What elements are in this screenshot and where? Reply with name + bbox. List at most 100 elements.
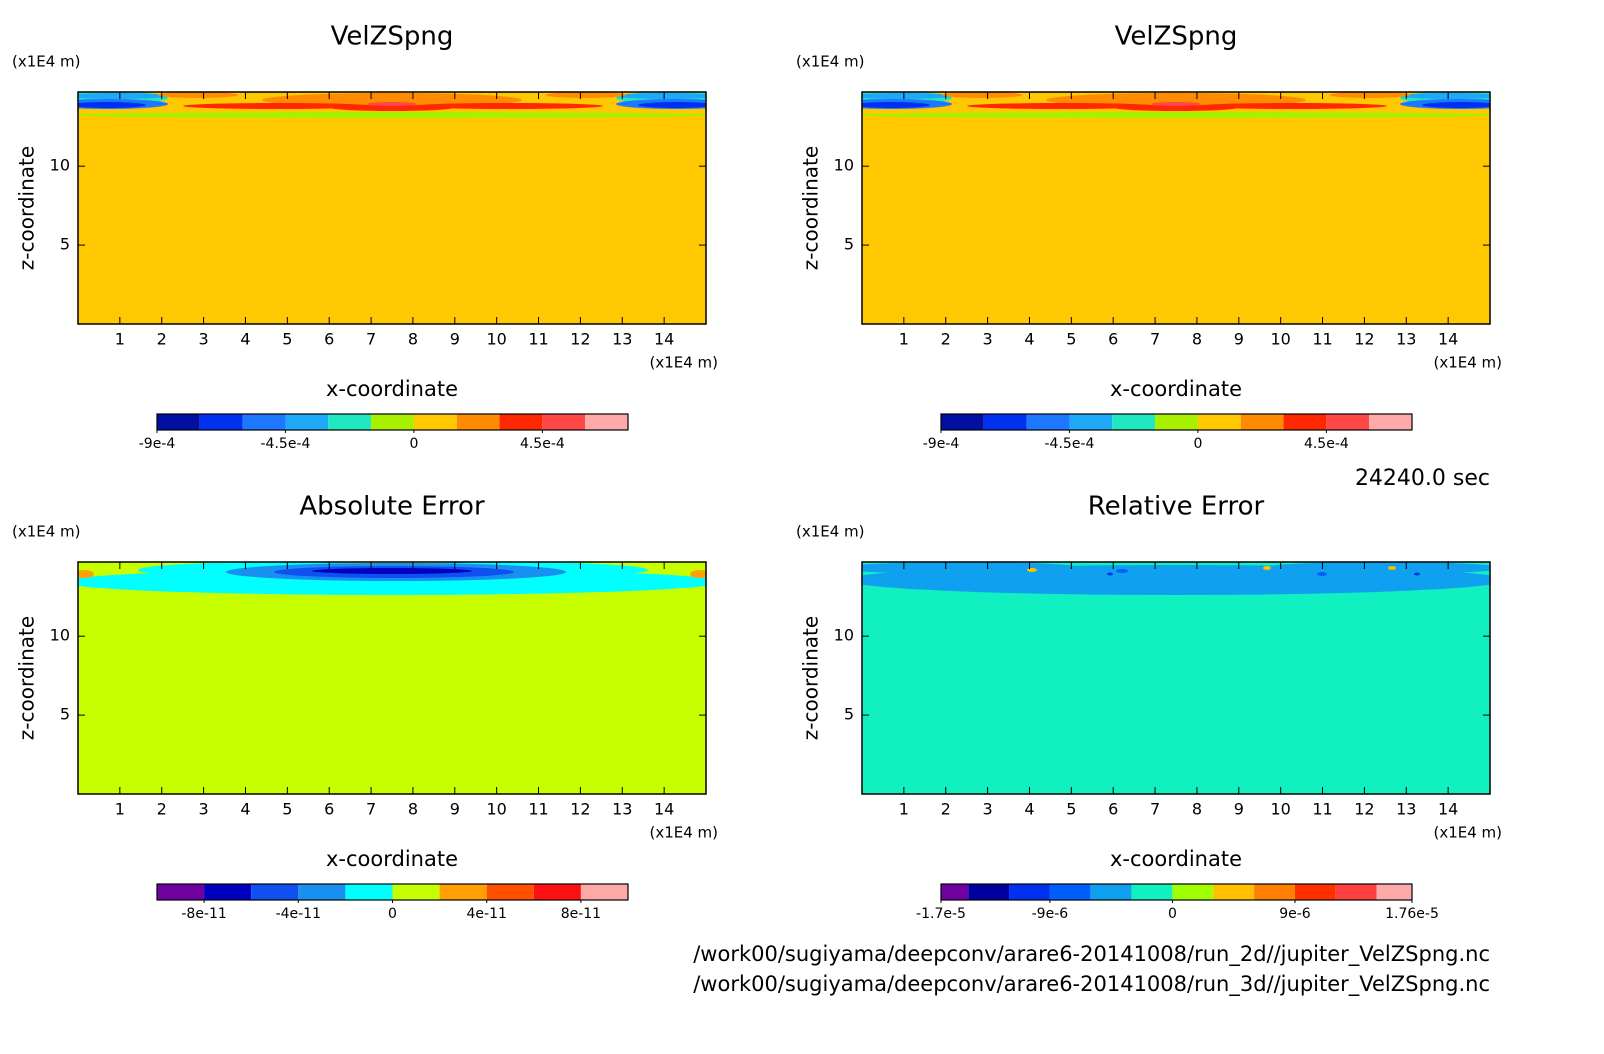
colorbar-box <box>1009 884 1050 900</box>
x-tick-label: 10 <box>486 330 506 349</box>
chart-title: Absolute Error <box>299 492 485 522</box>
y-tick-label: 5 <box>844 705 854 724</box>
contour-region <box>690 570 706 578</box>
contour-region <box>638 102 706 108</box>
colorbar-tick-label: 4.5e-4 <box>520 436 565 452</box>
colorbar-frame <box>156 413 629 431</box>
colorbar-box <box>199 414 243 430</box>
colorbar-frame <box>940 413 1413 431</box>
y-axis-label: z-coordinate <box>15 146 39 270</box>
colorbar-box <box>1254 884 1295 900</box>
contour-region <box>1263 566 1271 570</box>
contour-region <box>862 93 952 99</box>
colorbar-box <box>1326 414 1370 430</box>
colorbar-box <box>1049 884 1091 900</box>
colorbar-tick-label: 0 <box>1193 436 1202 452</box>
x-tick-label: 5 <box>282 800 292 819</box>
colorbar-box <box>204 884 252 900</box>
x-tick-label: 8 <box>1192 330 1202 349</box>
colorbar-box <box>1240 414 1284 430</box>
x-axis-label: x-coordinate <box>326 847 458 871</box>
y-axis-label: z-coordinate <box>799 616 823 740</box>
x-unit: (x1E4 m) <box>1433 824 1502 842</box>
y-unit: (x1E4 m) <box>796 523 865 541</box>
colorbar-box <box>242 414 286 430</box>
x-tick-label: 11 <box>1312 330 1332 349</box>
colorbar-box <box>941 884 969 900</box>
x-tick-label: 7 <box>366 330 376 349</box>
colorbar-tick-label: -4.5e-4 <box>1045 436 1095 452</box>
x-tick-label: 13 <box>612 800 632 819</box>
y-tick-label: 10 <box>50 626 70 645</box>
y-tick-label: 10 <box>834 626 854 645</box>
contour-region <box>1330 92 1410 98</box>
colorbar-tick-label: -9e-6 <box>1032 906 1069 922</box>
contour-region <box>158 92 238 98</box>
colorbar-frame <box>940 883 1413 901</box>
x-tick-label: 1 <box>115 330 125 349</box>
colorbar-box <box>533 884 581 900</box>
colorbar-box <box>328 414 372 430</box>
x-tick-label: 11 <box>528 330 548 349</box>
y-tick-label: 5 <box>60 235 70 254</box>
x-tick-label: 13 <box>612 330 632 349</box>
colorbar-tick-label: -9e-4 <box>139 436 176 452</box>
x-unit: (x1E4 m) <box>649 824 718 842</box>
y-tick-label: 10 <box>50 156 70 175</box>
y-axis-label: z-coordinate <box>799 146 823 270</box>
colorbar-box <box>1172 884 1214 900</box>
contour-field <box>862 92 1490 324</box>
colorbar-box <box>371 414 414 430</box>
colorbar-tick-label: 4.5e-4 <box>1304 436 1349 452</box>
colorbar-tick-label: -9e-4 <box>923 436 960 452</box>
plot-frame <box>77 561 707 795</box>
x-tick-label: 6 <box>1108 800 1118 819</box>
colorbar-box <box>439 884 487 900</box>
colorbar-box <box>1090 884 1132 900</box>
colorbar-tick-label: -8e-11 <box>181 906 226 922</box>
x-tick-label: 2 <box>941 800 951 819</box>
x-tick-label: 8 <box>408 330 418 349</box>
colorbar-box <box>1197 414 1241 430</box>
x-tick-label: 12 <box>1354 330 1374 349</box>
contour-region <box>1414 572 1420 576</box>
contour-region <box>862 112 1490 118</box>
contour-region <box>942 92 1022 98</box>
y-tick-label: 5 <box>60 705 70 724</box>
contour-region <box>1151 102 1201 106</box>
contour-region <box>1400 93 1490 99</box>
field-fill <box>78 562 706 794</box>
colorbar-tick-label: -1.7e-5 <box>916 906 966 922</box>
colorbar-box <box>580 884 628 900</box>
x-tick-label: 3 <box>199 800 209 819</box>
colorbar-box <box>251 884 299 900</box>
colorbar-box <box>1283 414 1327 430</box>
x-tick-label: 5 <box>1066 800 1076 819</box>
y-unit: (x1E4 m) <box>12 523 81 541</box>
contour-region <box>78 570 94 578</box>
contour-field <box>78 92 706 324</box>
y-unit: (x1E4 m) <box>796 53 865 71</box>
colorbar-box <box>1213 884 1255 900</box>
contour-field <box>862 562 1490 794</box>
x-tick-label: 14 <box>1438 800 1458 819</box>
x-tick-label: 7 <box>1150 800 1160 819</box>
contour-region <box>1262 562 1490 574</box>
x-tick-label: 4 <box>1024 800 1034 819</box>
x-tick-label: 2 <box>157 330 167 349</box>
x-tick-label: 12 <box>570 800 590 819</box>
x-tick-label: 3 <box>983 800 993 819</box>
x-tick-label: 4 <box>240 330 250 349</box>
plot-frame <box>77 91 707 325</box>
file-path: /work00/sugiyama/deepconv/arare6-2014100… <box>693 972 1490 997</box>
colorbar-box <box>392 884 440 900</box>
contour-region <box>78 112 706 118</box>
colorbar-tick-label: 0 <box>1168 906 1177 922</box>
x-axis-label: x-coordinate <box>1110 377 1242 401</box>
colorbar-box <box>1369 414 1412 430</box>
y-axis-label: z-coordinate <box>15 616 39 740</box>
x-tick-label: 13 <box>1396 330 1416 349</box>
colorbar-tick-label: 1.76e-5 <box>1385 906 1439 922</box>
contour-region <box>1388 566 1396 570</box>
x-tick-label: 13 <box>1396 800 1416 819</box>
